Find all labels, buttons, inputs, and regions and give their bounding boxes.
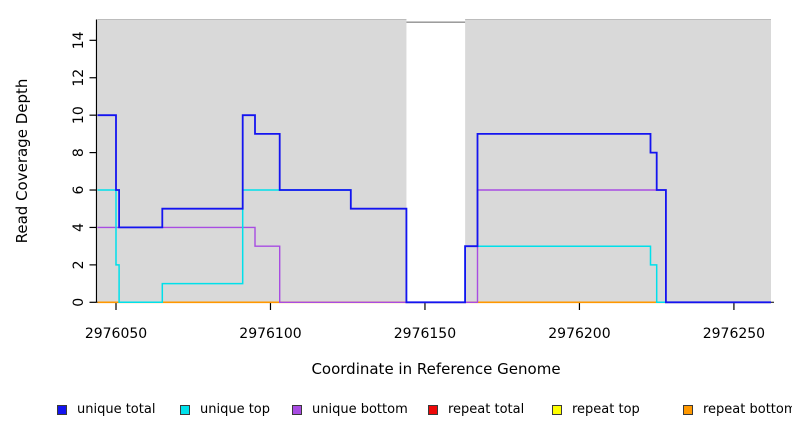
legend-label-unique-top: unique top bbox=[200, 402, 271, 417]
legend-item-repeat-top: repeat top bbox=[552, 403, 640, 417]
coverage-band-0 bbox=[97, 19, 407, 303]
legend-label-unique-total: unique total bbox=[77, 402, 156, 417]
y-tick-label-10: 10 bbox=[71, 106, 87, 124]
y-tick-label-4: 4 bbox=[71, 223, 87, 232]
legend-item-unique-total: unique total bbox=[57, 403, 155, 417]
legend-swatch-repeat-top bbox=[552, 405, 562, 415]
y-tick-label-14: 14 bbox=[71, 31, 87, 49]
legend-label-repeat-top: repeat top bbox=[572, 402, 640, 417]
legend-item-repeat-bottom: repeat bottom bbox=[683, 403, 792, 417]
legend-swatch-unique-total bbox=[57, 405, 67, 415]
y-tick-label-2: 2 bbox=[71, 260, 87, 269]
legend-label-repeat-bottom: repeat bottom bbox=[703, 402, 792, 417]
x-tick-label-2976250: 2976250 bbox=[703, 326, 765, 342]
y-tick-label-12: 12 bbox=[71, 69, 87, 87]
x-axis-title: Coordinate in Reference Genome bbox=[311, 360, 560, 378]
y-tick-label-0: 0 bbox=[71, 298, 87, 307]
x-tick-label-2976200: 2976200 bbox=[548, 326, 610, 342]
legend-swatch-repeat-total bbox=[428, 405, 438, 415]
legend-item-unique-top: unique top bbox=[180, 403, 270, 417]
y-axis-title: Read Coverage Depth bbox=[13, 79, 31, 244]
x-tick-label-2976150: 2976150 bbox=[394, 326, 456, 342]
legend-swatch-unique-top bbox=[180, 405, 190, 415]
coverage-band-1 bbox=[465, 19, 771, 303]
legend-item-unique-bottom: unique bottom bbox=[292, 403, 408, 417]
legend-swatch-repeat-bottom bbox=[683, 405, 693, 415]
y-tick-label-8: 8 bbox=[71, 148, 87, 157]
x-tick-label-2976050: 2976050 bbox=[85, 326, 147, 342]
x-tick-label-2976100: 2976100 bbox=[239, 326, 301, 342]
series-line-unique-total bbox=[97, 114, 771, 304]
y-tick-label-6: 6 bbox=[71, 185, 87, 194]
legend-label-repeat-total: repeat total bbox=[448, 402, 525, 417]
legend-label-unique-bottom: unique bottom bbox=[312, 402, 408, 417]
legend-swatch-unique-bottom bbox=[292, 405, 302, 415]
legend-item-repeat-total: repeat total bbox=[428, 403, 524, 417]
